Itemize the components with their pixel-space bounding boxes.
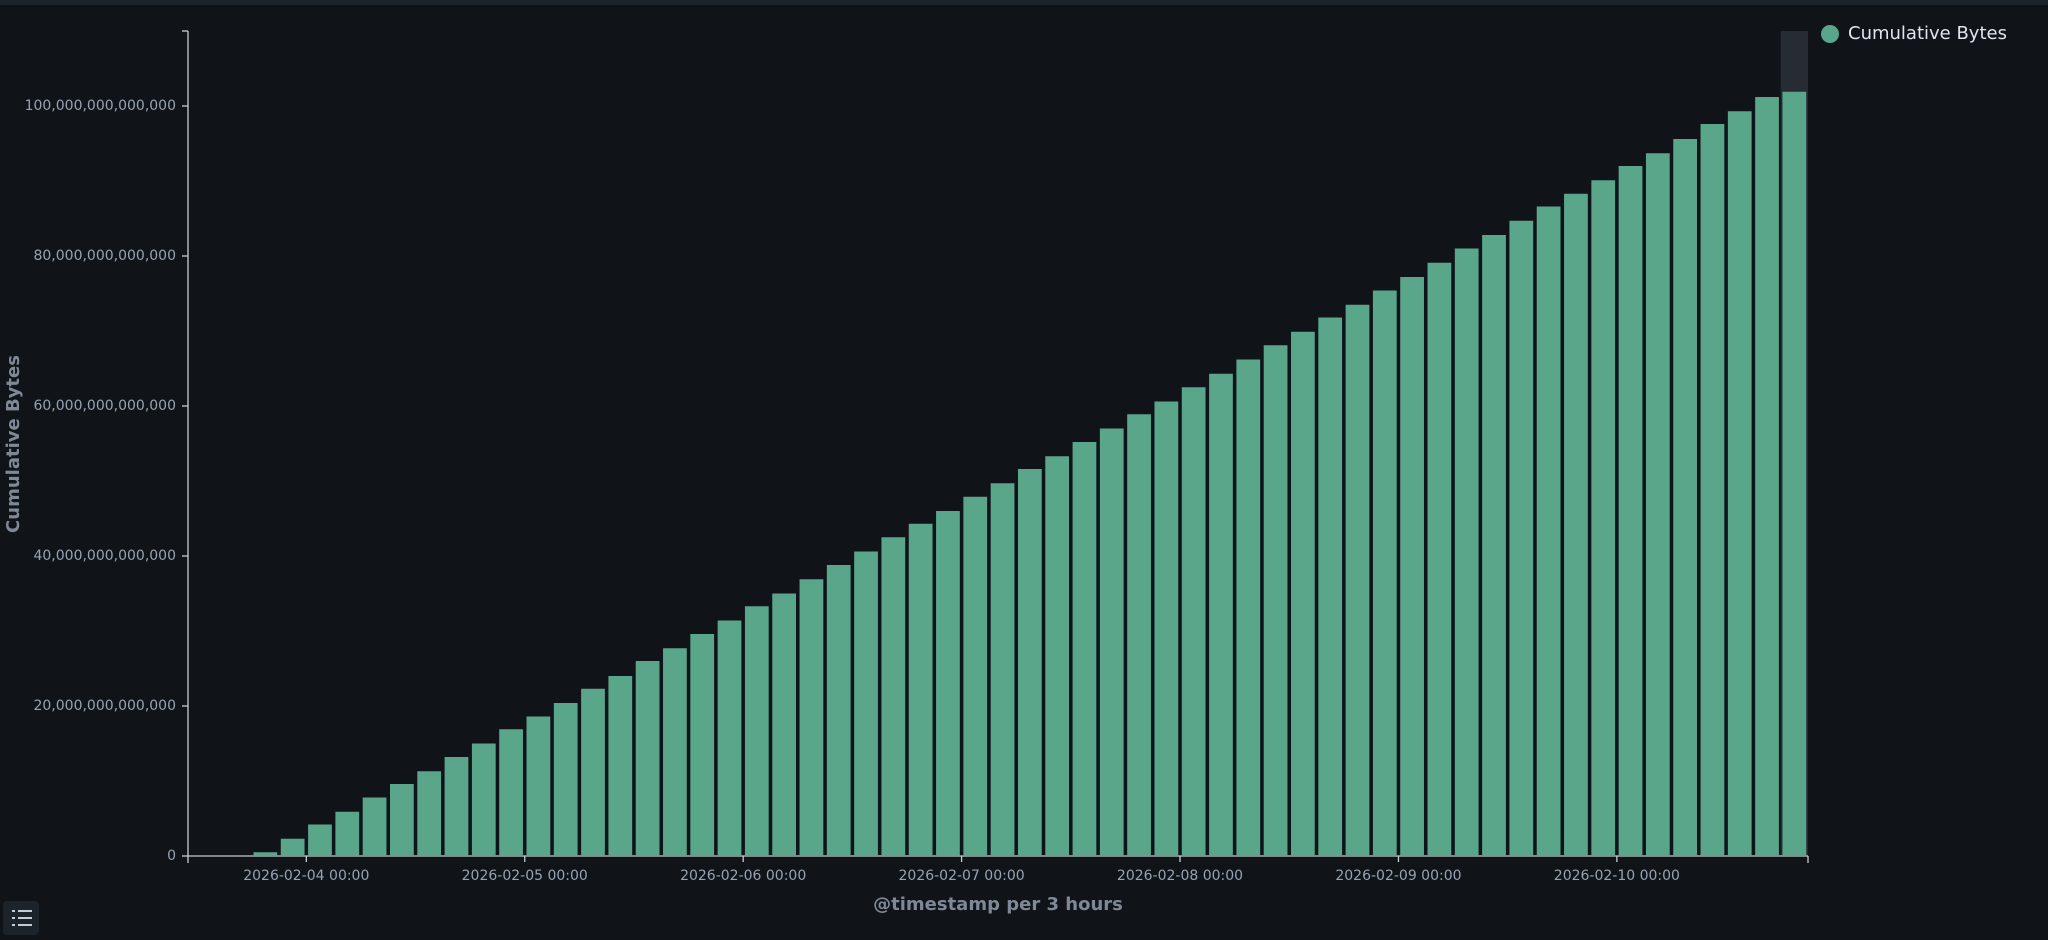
y-axis-title: Cumulative Bytes [3,355,24,533]
bar [1154,401,1179,856]
x-tick-label: 2026-02-07 00:00 [899,868,1025,884]
bar [936,511,960,856]
bar [1591,180,1616,856]
y-tick-label: 100,000,000,000,000 [25,98,176,114]
bar [854,551,878,856]
bar [1181,387,1206,856]
bar [990,483,1015,856]
bar [826,565,851,856]
bar [1236,359,1261,856]
bar [799,579,824,856]
bar [1345,304,1370,856]
x-tick-label: 2026-02-06 00:00 [680,868,806,884]
bar [280,838,305,856]
list-button[interactable] [3,901,39,935]
x-tick-label: 2026-02-09 00:00 [1335,868,1461,884]
bar [635,661,660,856]
bar [1454,248,1479,856]
bar [1400,277,1424,856]
x-axis-title: @timestamp per 3 hours [873,894,1123,915]
bar [1127,414,1151,856]
legend-marker [1821,25,1839,43]
y-tick-label: 80,000,000,000,000 [33,248,176,264]
bar [690,634,715,856]
bar [1509,220,1534,856]
bar [1099,428,1124,856]
bar [1673,139,1698,856]
bar [581,688,605,856]
bar [1045,456,1070,856]
bar [471,743,496,856]
bar [253,852,278,856]
bar [1482,235,1506,856]
x-tick-label: 2026-02-04 00:00 [243,868,369,884]
bar [1372,290,1397,856]
bar [744,606,769,856]
bar [417,771,442,856]
bar [1755,97,1779,856]
bar [308,824,332,856]
bar [1072,442,1097,856]
bar [1700,124,1725,856]
bar [1536,206,1561,856]
legend-label: Cumulative Bytes [1848,23,2007,44]
bar [1645,153,1670,856]
bar [1318,317,1343,856]
bar [608,676,633,856]
bar [1263,345,1288,856]
bar [362,797,387,856]
bar [1017,469,1042,856]
bar [444,757,469,856]
bar [526,716,551,856]
bar [1618,166,1643,856]
bar [881,537,906,856]
y-tick-label: 40,000,000,000,000 [33,548,176,564]
bar [389,784,414,856]
bar [1291,331,1315,856]
x-tick-label: 2026-02-10 00:00 [1554,868,1680,884]
bar [499,729,523,856]
y-tick-label: 0 [167,848,176,864]
y-tick-label: 20,000,000,000,000 [33,698,176,714]
bar [1427,262,1452,856]
bar [1727,111,1752,856]
bar [1209,373,1233,856]
y-tick-label: 60,000,000,000,000 [33,398,176,414]
bar [335,811,360,856]
bar [772,593,797,856]
bar [908,523,933,856]
bar [553,703,578,856]
bar [663,648,687,856]
x-tick-label: 2026-02-05 00:00 [462,868,588,884]
bar [1564,193,1588,856]
bar [1782,91,1807,856]
x-tick-label: 2026-02-08 00:00 [1117,868,1243,884]
bar [963,496,988,856]
bar [717,620,742,856]
top-bar [0,0,2048,5]
